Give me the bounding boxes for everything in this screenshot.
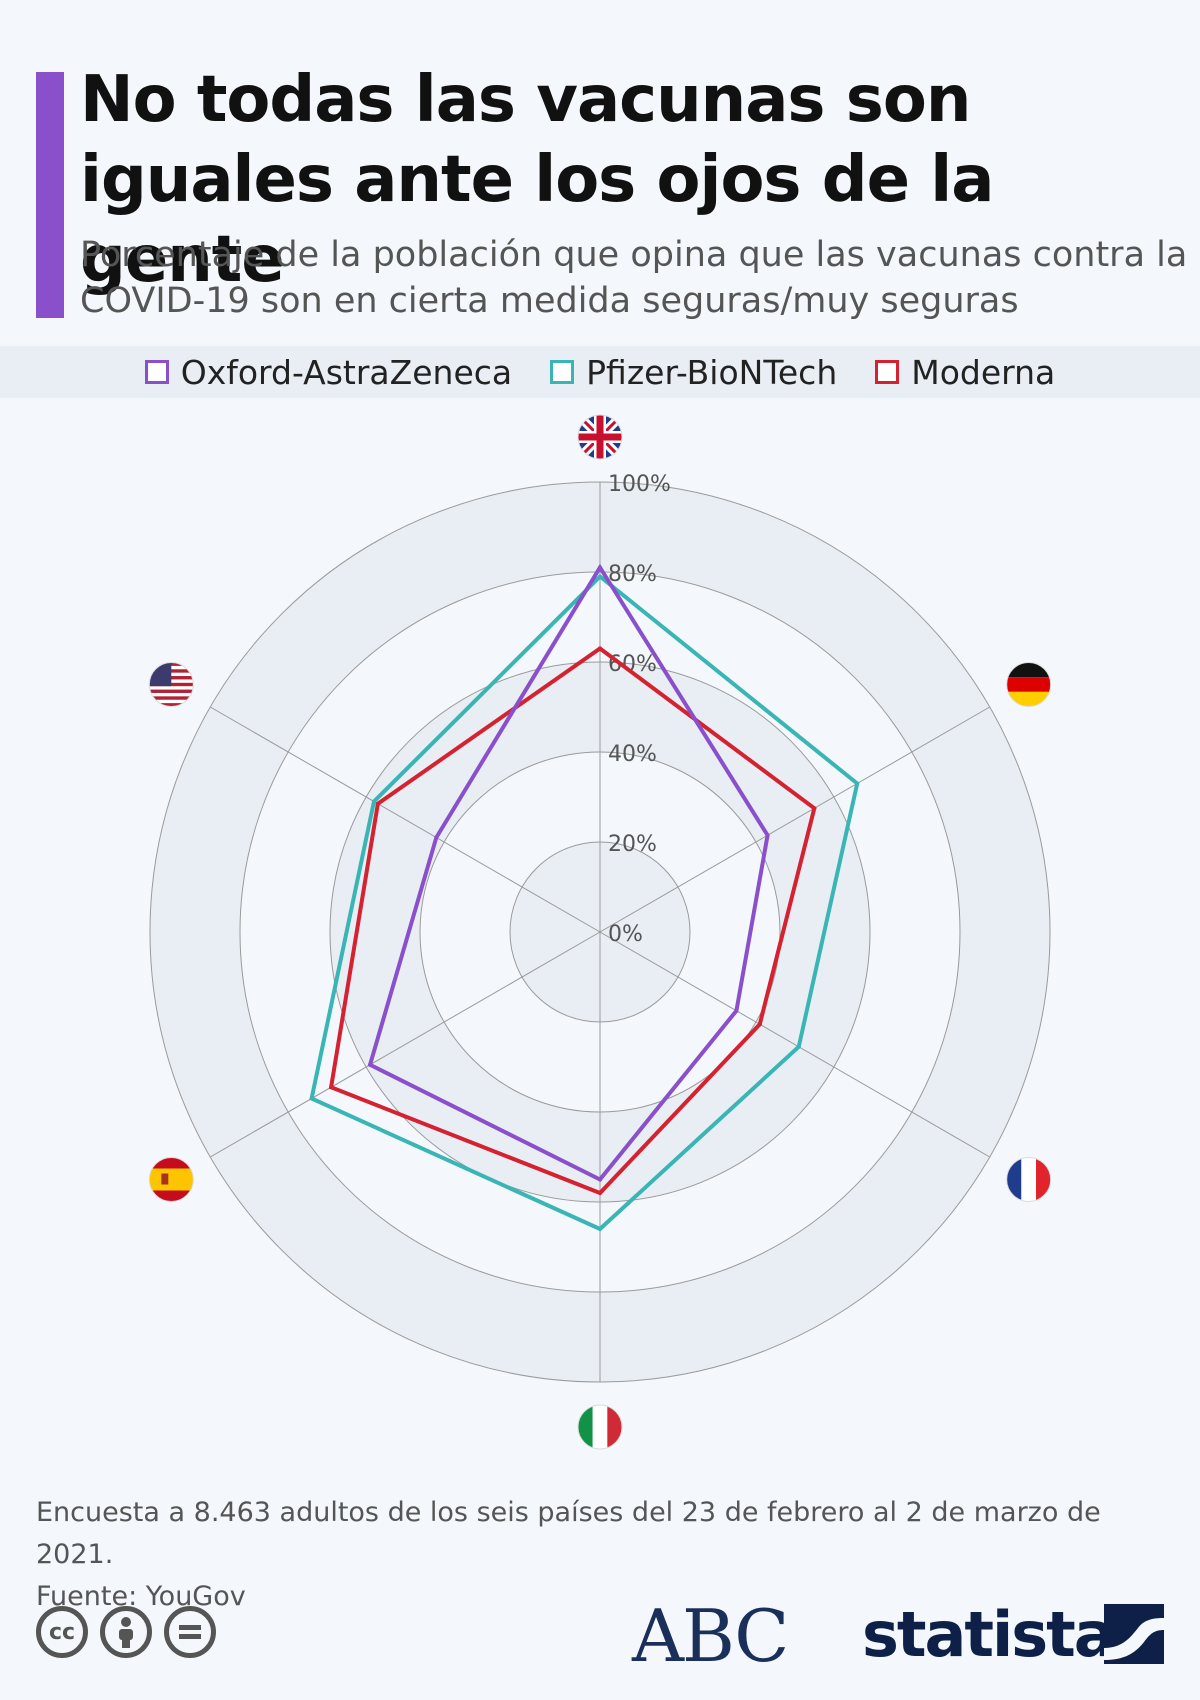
radar-axis-5 bbox=[210, 706, 601, 933]
series-point-1-2 bbox=[796, 1044, 801, 1049]
footnote: Encuesta a 8.463 adultos de los seis paí… bbox=[36, 1492, 1186, 1618]
series-point-2-5 bbox=[375, 801, 380, 806]
legend-item-pfizer: Pfizer-BioNTech bbox=[550, 353, 837, 392]
germany-flag-icon bbox=[1006, 662, 1052, 707]
radar-axis-4 bbox=[210, 931, 601, 1158]
series-point-1-4 bbox=[309, 1096, 314, 1101]
series-point-1-5 bbox=[371, 799, 376, 804]
series-point-2-0 bbox=[598, 646, 602, 651]
legend-swatch-pfizer bbox=[550, 360, 575, 384]
series-point-0-4 bbox=[368, 1062, 373, 1067]
italy-flag-icon bbox=[577, 1404, 623, 1450]
france-flag-icon bbox=[1006, 1157, 1052, 1202]
tick-label-80: 80% bbox=[608, 562, 657, 587]
cc-icon: cc bbox=[36, 1606, 88, 1658]
radar-axis-1 bbox=[599, 706, 990, 933]
legend-item-moderna: Moderna bbox=[875, 353, 1055, 392]
no-derivatives-icon bbox=[164, 1606, 216, 1658]
radar-axis-2 bbox=[599, 931, 990, 1158]
series-point-2-4 bbox=[329, 1085, 334, 1090]
legend-label-moderna: Moderna bbox=[911, 352, 1056, 392]
legend-label-oxford: Oxford-AstraZeneca bbox=[180, 352, 513, 392]
chart-legend: Oxford-AstraZeneca Pfizer-BioNTech Moder… bbox=[0, 346, 1200, 398]
series-point-2-2 bbox=[757, 1022, 762, 1027]
series-point-0-3 bbox=[598, 1177, 602, 1182]
tick-label-0: 0% bbox=[608, 922, 643, 947]
legend-swatch-oxford bbox=[144, 360, 169, 384]
legend-swatch-moderna bbox=[875, 360, 900, 384]
tick-label-100: 100% bbox=[608, 472, 671, 497]
tick-label-40: 40% bbox=[608, 742, 657, 767]
statista-mark-icon bbox=[1104, 1604, 1164, 1664]
license-icons: cc bbox=[36, 1606, 216, 1658]
statista-logo: statista bbox=[862, 1598, 1116, 1671]
survey-note: Encuesta a 8.463 adultos de los seis paí… bbox=[36, 1497, 1101, 1570]
legend-label-pfizer: Pfizer-BioNTech bbox=[586, 352, 838, 392]
usa-flag-icon bbox=[148, 662, 194, 707]
series-point-0-2 bbox=[734, 1008, 739, 1013]
series-point-1-3 bbox=[598, 1227, 602, 1231]
legend-item-oxford: Oxford-AstraZeneca bbox=[144, 352, 513, 392]
series-point-2-1 bbox=[812, 806, 817, 811]
page-title: No todas las vacunas son iguales ante lo… bbox=[80, 63, 994, 297]
attribution-icon bbox=[100, 1606, 152, 1658]
uk-flag-icon bbox=[577, 414, 623, 460]
series-point-0-5 bbox=[434, 835, 439, 840]
series-point-1-0 bbox=[598, 574, 602, 579]
series-point-0-1 bbox=[765, 833, 770, 838]
radar-chart: 0%20%40%60%80%100% bbox=[148, 414, 1052, 1450]
abc-logo: ABC bbox=[632, 1594, 789, 1678]
series-point-1-1 bbox=[855, 781, 860, 786]
series-point-2-3 bbox=[598, 1191, 602, 1195]
page-subtitle: Porcentaje de la población que opina que… bbox=[80, 235, 1188, 321]
accent-bar bbox=[36, 72, 64, 318]
tick-label-20: 20% bbox=[608, 832, 657, 857]
series-point-0-0 bbox=[598, 565, 602, 570]
spain-flag-icon bbox=[148, 1157, 194, 1202]
